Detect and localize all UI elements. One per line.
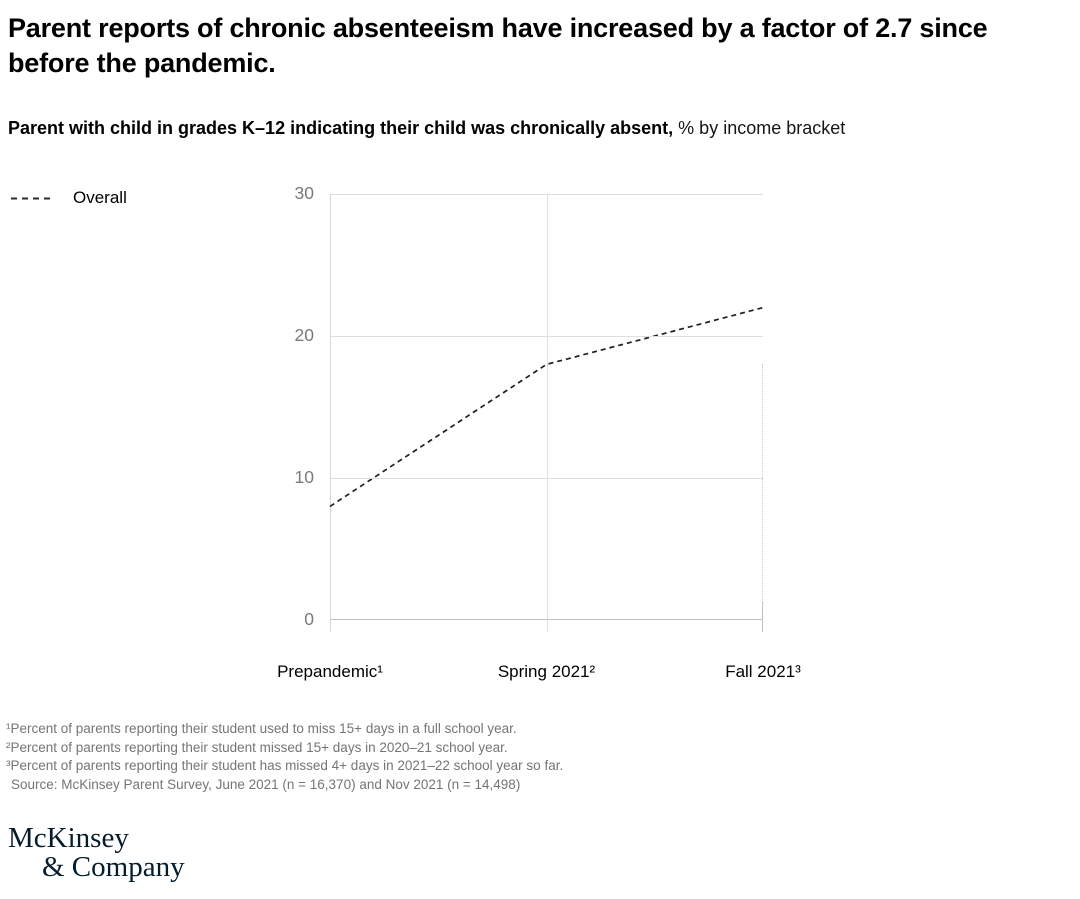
title-line-2: before the pandemic. [8, 48, 276, 78]
x-axis: Prepandemic¹ Spring 2021² Fall 2021³ [277, 662, 801, 686]
chart-plot-area [329, 194, 764, 632]
x-axis-tick-right [762, 602, 763, 632]
legend: Overall [10, 188, 127, 208]
vertical-dotted-right-edge [762, 364, 763, 620]
x-axis-category-label: Spring 2021² [497, 662, 596, 681]
subtitle-unit-text: % by income bracket [673, 118, 846, 138]
y-axis-line [330, 194, 331, 632]
series-layer [329, 306, 764, 508]
overall-series-line [329, 306, 764, 508]
y-axis-tick-label: 20 [294, 325, 314, 346]
x-axis-category-label: Fall 2021³ [725, 662, 801, 681]
title-line-1: Parent reports of chronic absenteeism ha… [8, 13, 988, 43]
chart-subtitle: Parent with child in grades K–12 indicat… [8, 116, 845, 140]
source-line: Source: McKinsey Parent Survey, June 202… [11, 777, 521, 793]
x-axis-line [330, 619, 763, 620]
footnote-3: ³Percent of parents reporting their stud… [6, 758, 564, 774]
logo-line-1: McKinsey [8, 822, 129, 854]
y-axis-tick-label: 0 [304, 609, 314, 630]
logo-line-2: & Company [42, 851, 185, 883]
vertical-gridline-mid [546, 194, 548, 632]
mckinsey-logo: McKinsey & Company [8, 824, 185, 882]
footnote-1: ¹Percent of parents reporting their stud… [6, 721, 517, 736]
footnotes: ¹Percent of parents reporting their stud… [6, 720, 563, 795]
y-axis-tick-label: 30 [294, 183, 314, 204]
h-gridline [330, 478, 763, 479]
y-axis-tick-label: 10 [294, 467, 314, 488]
dashed-line-icon [11, 197, 51, 199]
page-title: Parent reports of chronic absenteeism ha… [8, 11, 988, 81]
legend-label-overall: Overall [73, 188, 127, 207]
h-gridline [330, 194, 763, 195]
x-axis-category-label: Prepandemic¹ [277, 662, 383, 681]
footnote-2: ²Percent of parents reporting their stud… [6, 739, 508, 755]
y-axis: 30 20 10 0 [260, 183, 320, 629]
subtitle-bold-text: Parent with child in grades K–12 indicat… [8, 118, 674, 138]
h-gridline [330, 336, 763, 337]
